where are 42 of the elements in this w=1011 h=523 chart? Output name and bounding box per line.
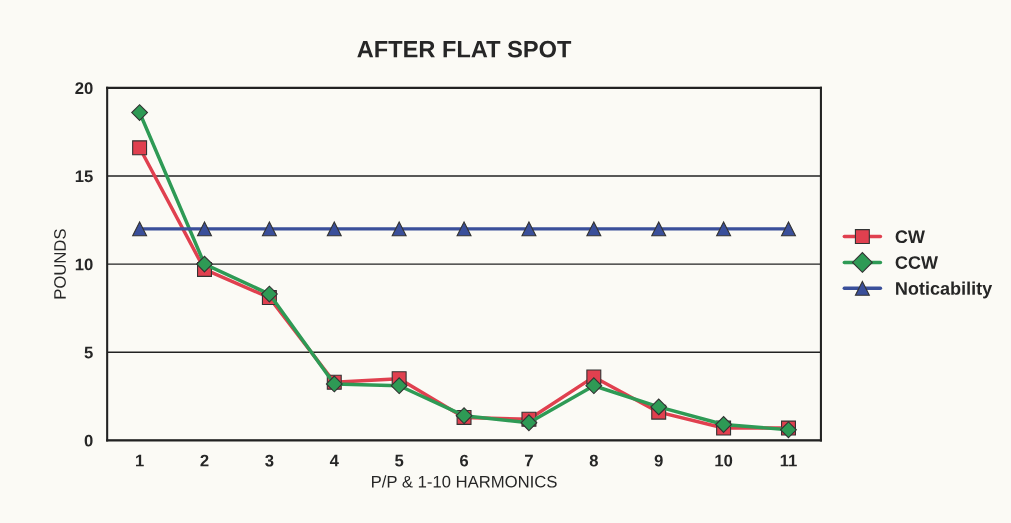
point xyxy=(715,416,733,433)
point xyxy=(196,221,212,237)
x-tick-label: 8 xyxy=(589,454,598,467)
point xyxy=(650,398,668,416)
y-tick-label: 10 xyxy=(75,258,93,271)
point xyxy=(391,221,407,237)
point xyxy=(521,221,537,237)
x-tick-label: 3 xyxy=(265,454,274,467)
x-tick-label: 11 xyxy=(780,454,797,467)
point xyxy=(585,377,603,395)
legend-label: Noticability xyxy=(896,281,993,299)
point xyxy=(586,221,602,237)
point xyxy=(196,255,213,273)
x-tick-label: 5 xyxy=(395,454,404,467)
legend-label: CCW xyxy=(895,256,938,269)
point xyxy=(651,221,667,237)
point xyxy=(326,221,342,237)
point xyxy=(456,221,472,237)
y-tick-label: 20 xyxy=(75,82,93,95)
x-axis-title: P/P & 1-10 HARMONICS xyxy=(372,475,557,488)
x-tick-label: 10 xyxy=(715,454,733,467)
y-tick-label: 5 xyxy=(84,346,93,359)
point xyxy=(260,285,278,303)
point xyxy=(131,104,149,121)
y-axis-title: POUNDS xyxy=(54,229,66,299)
y-tick-label: 15 xyxy=(75,170,93,183)
point xyxy=(716,221,732,237)
x-tick-label: 2 xyxy=(200,454,209,467)
point xyxy=(132,221,148,237)
x-tick-label: 7 xyxy=(525,454,533,467)
y-tick-label: 0 xyxy=(84,434,93,447)
chart-title: AFTER FLAT SPOT xyxy=(357,40,572,58)
point xyxy=(132,140,148,156)
x-tick-label: 4 xyxy=(329,454,339,467)
legend-label: CW xyxy=(895,230,925,244)
point xyxy=(780,221,796,237)
x-tick-label: 6 xyxy=(460,454,469,467)
x-tick-label: 1 xyxy=(136,454,144,467)
x-tick-label: 9 xyxy=(654,454,663,467)
point xyxy=(520,414,538,432)
point xyxy=(261,221,277,237)
point xyxy=(390,377,408,395)
